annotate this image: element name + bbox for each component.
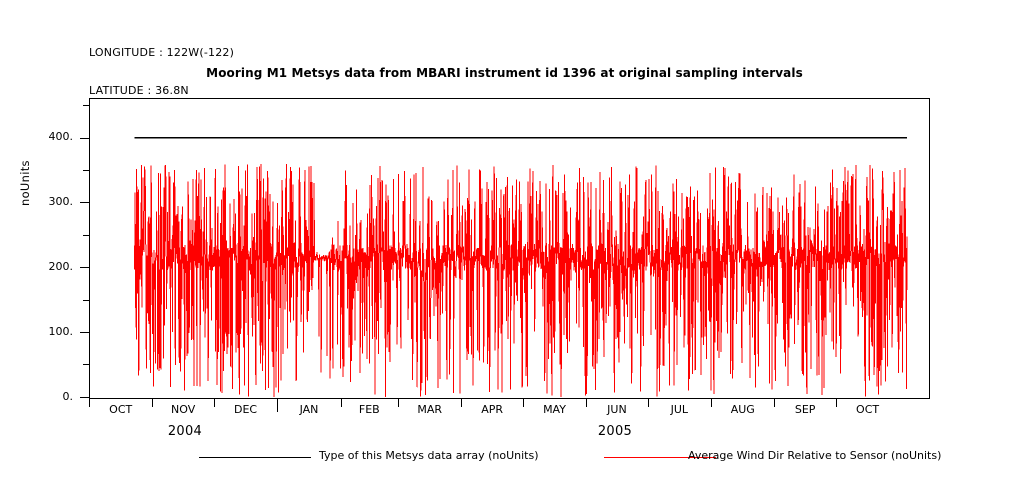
x-axis-month-label: JAN xyxy=(299,403,319,416)
plot-inner xyxy=(90,99,929,398)
x-axis-month-label: OCT xyxy=(109,403,133,416)
legend-swatch-red xyxy=(604,457,716,458)
y-axis-minor-tick xyxy=(83,234,89,236)
plot-area xyxy=(89,98,930,399)
y-axis-major-tick xyxy=(80,267,89,269)
legend: Type of this Metsys data array (noUnits)… xyxy=(0,448,1009,472)
y-axis-tick-label: 200. xyxy=(48,260,74,274)
latitude-text: LATITUDE : 36.8N xyxy=(89,83,189,97)
y-axis-minor-tick xyxy=(83,364,89,366)
x-axis-month-tick xyxy=(522,399,524,407)
x-axis-month-tick xyxy=(586,399,588,407)
x-axis-month-label: DEC xyxy=(233,403,258,416)
x-axis-month-label: MAR xyxy=(417,403,443,416)
x-axis-year-label: 2004 xyxy=(167,424,203,439)
legend-label-type: Type of this Metsys data array (noUnits) xyxy=(319,449,539,462)
chart-title: Mooring M1 Metsys data from MBARI instru… xyxy=(206,66,803,80)
y-axis-minor-tick xyxy=(83,170,89,172)
x-axis-month-label: JUN xyxy=(607,403,627,416)
x-axis-month-label: MAY xyxy=(543,403,566,416)
x-axis-year-tick xyxy=(277,399,279,412)
x-axis-month-label: NOV xyxy=(171,403,196,416)
y-axis-major-tick xyxy=(80,332,89,334)
y-axis-tick-label: 400. xyxy=(48,130,74,144)
y-axis-tick-label: 0. xyxy=(62,389,74,403)
x-axis-month-tick xyxy=(647,399,649,407)
x-axis-month-label: FEB xyxy=(358,403,380,416)
x-axis-month-label: AUG xyxy=(730,403,755,416)
x-axis-month-label: SEP xyxy=(794,403,816,416)
x-axis-month-tick xyxy=(152,399,154,407)
y-axis-tick-label: 300. xyxy=(48,195,74,209)
y-axis-tick-label: 100. xyxy=(48,324,74,338)
legend-label-wind-dir: Average Wind Dir Relative to Sensor (noU… xyxy=(688,449,942,462)
x-axis-month-tick xyxy=(89,399,90,407)
x-axis-month-label: JUL xyxy=(670,403,689,416)
y-axis-major-tick xyxy=(80,202,89,204)
y-axis-minor-tick xyxy=(83,299,89,301)
x-axis-month-tick xyxy=(340,399,342,407)
x-axis-month-tick xyxy=(711,399,713,407)
y-axis-major-tick xyxy=(80,137,89,139)
series-average-wind-dir xyxy=(133,163,908,397)
legend-swatch-black xyxy=(199,457,311,458)
x-axis-year-label: 2005 xyxy=(597,424,633,439)
x-axis-month-tick xyxy=(774,399,776,407)
x-axis-month-label: APR xyxy=(481,403,503,416)
x-axis-month-label: OCT xyxy=(856,403,880,416)
x-axis-month-tick xyxy=(835,399,837,407)
x-axis-month-tick xyxy=(461,399,463,407)
longitude-text: LONGITUDE : 122W(-122) xyxy=(89,46,235,60)
x-axis-month-tick xyxy=(213,399,215,407)
y-axis-minor-tick xyxy=(83,105,89,107)
y-axis-major-tick xyxy=(80,396,89,398)
series-canvas xyxy=(133,137,908,397)
x-axis-month-tick xyxy=(397,399,399,407)
